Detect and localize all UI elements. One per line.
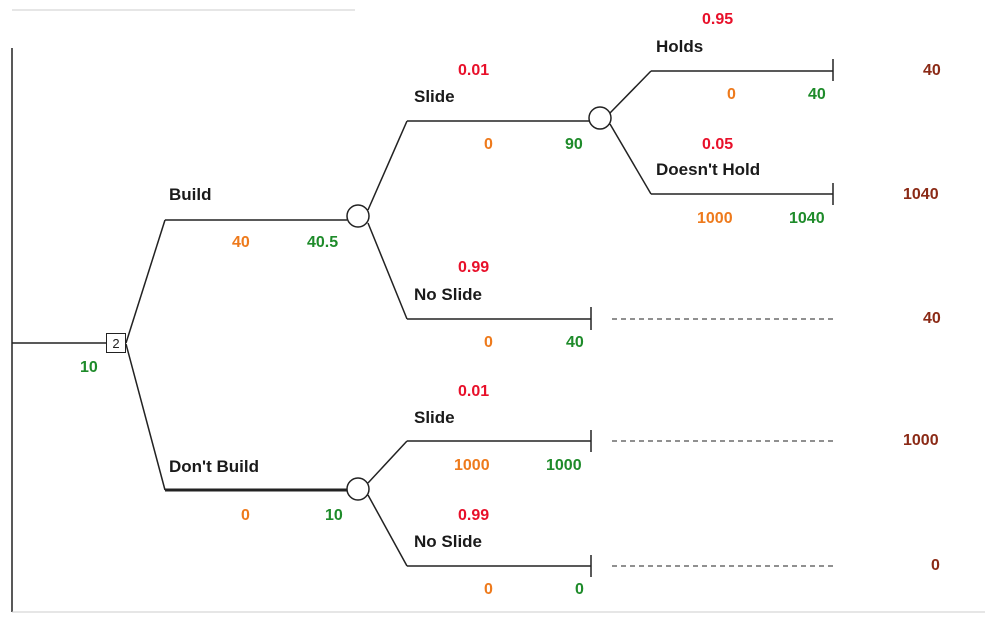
doesnt-hold-value: 1040	[789, 210, 825, 227]
slide-chance-node	[588, 106, 612, 130]
build-diagonal	[125, 219, 166, 344]
build-slide-diagonal	[367, 120, 408, 211]
dontbuild-slide-payoff: 1000	[903, 432, 939, 449]
holds-diagonal	[609, 70, 652, 114]
dontbuild-value: 10	[325, 507, 343, 524]
doesnt-hold-probability: 0.05	[702, 136, 734, 153]
dontbuild-diagonal	[125, 343, 166, 491]
build-slide-probability: 0.01	[458, 62, 490, 79]
doesnt-hold-payoff: 1040	[903, 186, 939, 203]
doesnt-hold-label: Doesn't Hold	[656, 160, 761, 179]
dontbuild-noslide-payoff: 0	[931, 557, 940, 574]
build-chance-node	[346, 204, 370, 228]
dontbuild-noslide-value: 0	[575, 581, 584, 598]
build-noslide-label: No Slide	[414, 285, 483, 304]
holds-value: 40	[808, 86, 826, 103]
dontbuild-noslide-probability: 0.99	[458, 507, 490, 524]
build-slide-cost: 0	[484, 136, 493, 153]
holds-payoff: 40	[923, 62, 941, 79]
holds-label: Holds	[656, 37, 704, 56]
doesnt-hold-diagonal	[609, 123, 652, 195]
doesnt-hold-cost: 1000	[697, 210, 733, 227]
build-label: Build	[169, 185, 212, 204]
holds-cost: 0	[727, 86, 736, 103]
dontbuild-label: Don't Build	[169, 457, 259, 476]
holds-probability: 0.95	[702, 11, 734, 28]
dontbuild-noslide-label: No Slide	[414, 532, 483, 551]
build-value: 40.5	[307, 234, 339, 251]
dontbuild-noslide-cost: 0	[484, 581, 493, 598]
build-slide-value: 90	[565, 136, 583, 153]
build-noslide-probability: 0.99	[458, 259, 490, 276]
build-noslide-value: 40	[566, 334, 584, 351]
build-noslide-cost: 0	[484, 334, 493, 351]
build-slide-label: Slide	[414, 87, 455, 106]
dontbuild-slide-diagonal	[367, 440, 408, 484]
dontbuild-slide-value: 1000	[546, 457, 582, 474]
dontbuild-slide-probability: 0.01	[458, 383, 490, 400]
build-noslide-payoff: 40	[923, 310, 941, 327]
dontbuild-cost: 0	[241, 507, 250, 524]
build-noslide-diagonal	[367, 222, 408, 320]
dontbuild-noslide-diagonal	[367, 494, 408, 567]
dontbuild-slide-label: Slide	[414, 408, 455, 427]
decision-node-value: 10	[80, 359, 98, 376]
build-cost: 40	[232, 234, 250, 251]
decision-node[interactable]: 2	[106, 333, 126, 353]
dontbuild-slide-cost: 1000	[454, 457, 490, 474]
dontbuild-chance-node	[346, 477, 370, 501]
